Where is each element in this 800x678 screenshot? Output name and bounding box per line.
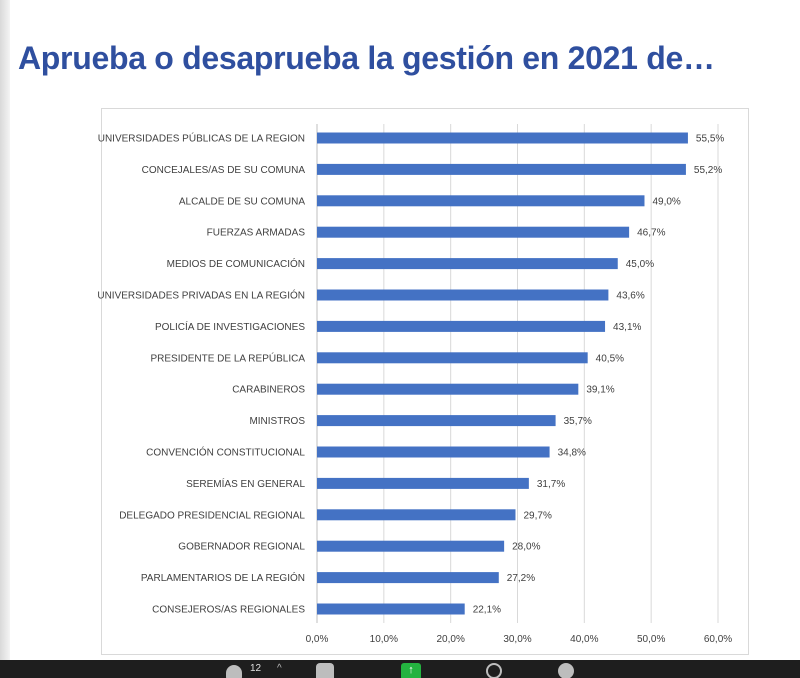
bar bbox=[317, 258, 618, 270]
value-label: 45,0% bbox=[626, 259, 654, 270]
chevron-up-icon[interactable]: ^ bbox=[277, 663, 282, 674]
x-tick-label: 50,0% bbox=[637, 634, 665, 645]
bar bbox=[317, 352, 588, 364]
value-label: 46,7% bbox=[637, 228, 665, 239]
x-tick-label: 0,0% bbox=[306, 634, 329, 645]
chart-gridlines bbox=[316, 124, 719, 623]
participants-icon bbox=[226, 665, 242, 678]
value-label: 35,7% bbox=[564, 416, 592, 427]
value-label: 40,5% bbox=[596, 353, 624, 364]
bar bbox=[317, 572, 499, 584]
bar bbox=[317, 132, 688, 144]
bar bbox=[317, 383, 579, 395]
category-label: DELEGADO PRESIDENCIAL REGIONAL bbox=[119, 510, 305, 521]
bar bbox=[317, 509, 516, 521]
category-label: PRESIDENTE DE LA REPÚBLICA bbox=[151, 351, 306, 364]
x-tick-label: 20,0% bbox=[436, 634, 464, 645]
value-label: 22,1% bbox=[473, 605, 501, 616]
value-label: 31,7% bbox=[537, 479, 565, 490]
reactions-icon bbox=[558, 663, 574, 678]
category-label: PARLAMENTARIOS DE LA REGIÓN bbox=[141, 571, 305, 584]
record-icon bbox=[486, 663, 502, 678]
value-label: 34,8% bbox=[558, 448, 586, 459]
category-label: UNIVERSIDADES PÚBLICAS DE LA REGION bbox=[98, 132, 305, 145]
category-label: MEDIOS DE COMUNICACIÓN bbox=[167, 257, 305, 270]
chart-value-labels: 55,5% 55,2% 49,0% 46,7% 45,0% 43,6% 43,1% 40,5%… bbox=[473, 134, 725, 616]
slide-title: Aprueba o desaprueba la gestión en 2021 … bbox=[18, 40, 715, 76]
bar bbox=[317, 163, 686, 175]
participants-count: 12 bbox=[250, 663, 262, 674]
slide-edge bbox=[0, 0, 10, 660]
category-label: FUERZAS ARMADAS bbox=[207, 228, 306, 239]
value-label: 27,2% bbox=[507, 573, 535, 584]
chart-bars bbox=[317, 132, 688, 615]
value-label: 43,1% bbox=[613, 322, 641, 333]
x-tick-label: 30,0% bbox=[503, 634, 531, 645]
meeting-toolbar: 12 ^ ↑ bbox=[0, 660, 800, 678]
category-label: POLICÍA DE INVESTIGACIONES bbox=[155, 320, 305, 333]
value-label: 28,0% bbox=[512, 542, 540, 553]
category-label: CARABINEROS bbox=[232, 385, 305, 396]
x-tick-label: 60,0% bbox=[704, 634, 732, 645]
category-label: GOBERNADOR REGIONAL bbox=[178, 542, 305, 553]
bar bbox=[317, 415, 556, 427]
chart-x-axis: 0,0% 10,0% 20,0% 30,0% 40,0% 50,0% 60,0% bbox=[306, 634, 733, 645]
category-label: CONVENCIÓN CONSTITUCIONAL bbox=[146, 446, 305, 459]
value-label: 55,5% bbox=[696, 134, 724, 145]
category-label: CONCEJALES/AS DE SU COMUNA bbox=[142, 165, 306, 176]
reactions-button[interactable] bbox=[558, 663, 580, 678]
category-label: CONSEJEROS/AS REGIONALES bbox=[152, 605, 305, 616]
record-button[interactable] bbox=[486, 663, 504, 678]
category-label: MINISTROS bbox=[249, 416, 305, 427]
value-label: 49,0% bbox=[652, 196, 680, 207]
value-label: 39,1% bbox=[586, 385, 614, 396]
value-label: 55,2% bbox=[694, 165, 722, 176]
value-label: 43,6% bbox=[616, 291, 644, 302]
category-label: ALCALDE DE SU COMUNA bbox=[179, 196, 305, 207]
bar bbox=[317, 289, 609, 301]
bar bbox=[317, 446, 550, 458]
chart-category-labels: UNIVERSIDADES PÚBLICAS DE LA REGION CONCE… bbox=[97, 132, 305, 616]
chat-button[interactable] bbox=[316, 663, 336, 678]
bar bbox=[317, 320, 606, 332]
participants-button[interactable]: 12 bbox=[226, 663, 266, 678]
bar bbox=[317, 540, 505, 552]
chat-icon bbox=[316, 663, 334, 678]
x-tick-label: 10,0% bbox=[370, 634, 398, 645]
value-label: 29,7% bbox=[523, 510, 551, 521]
share-screen-button[interactable]: ↑ bbox=[401, 663, 423, 678]
category-label: SEREMÍAS EN GENERAL bbox=[186, 477, 305, 490]
bar bbox=[317, 477, 529, 489]
category-label: UNIVERSIDADES PRIVADAS EN LA REGIÓN bbox=[97, 289, 305, 302]
share-screen-icon: ↑ bbox=[401, 663, 421, 678]
bar bbox=[317, 195, 645, 207]
bar bbox=[317, 226, 630, 238]
x-tick-label: 40,0% bbox=[570, 634, 598, 645]
bar bbox=[317, 603, 465, 615]
